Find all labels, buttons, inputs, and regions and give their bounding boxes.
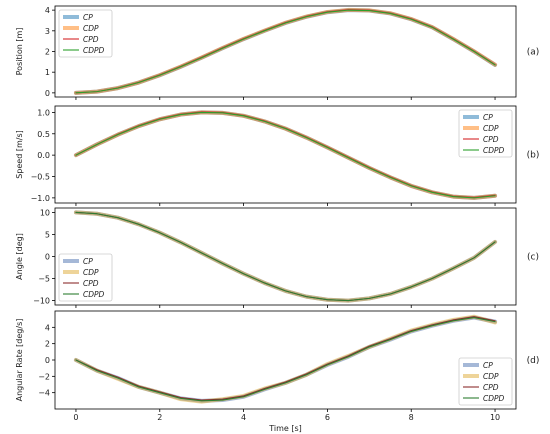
x-tick-label: 6 [325,413,330,422]
legend-label-cpd: CPD [483,135,499,144]
y-tick-label: 3 [45,27,50,36]
chart-panel-1: 0 1 2 3 4 Position [m] (a) CP CDP CPD CDPD [15,5,540,100]
y-axis-label: Angle [deg] [15,233,24,280]
y-tick-label: 2 [45,340,50,349]
legend-label-cdp: CDP [483,372,499,381]
y-tick-label: 1.0 [37,108,50,117]
series-line-cdpd [75,211,496,302]
legend: CP CDP CPD CDPD [58,253,113,302]
y-tick-label: −10 [33,297,50,306]
chart-panel-4: 0 2 4 6 8 10 −4 −2 0 2 4 Angular Rate [deg/s] Time [… [15,310,540,433]
y-tick-label: −1.0 [31,194,50,203]
y-tick-label: 0.5 [37,130,50,139]
series-line-cdpd [75,9,496,94]
y-tick-label: 0.0 [37,151,50,160]
legend-label-cp: CP [483,361,493,370]
legend-label-cdpd: CDPD [483,146,505,155]
y-tick-label: 2 [45,48,50,57]
legend-label-cdp: CDP [83,268,99,277]
legend-label-cp: CP [83,257,93,266]
x-tick-label: 10 [490,413,500,422]
series-line-cpd [75,316,496,401]
x-tick-label: 0 [73,413,78,422]
panel-tag: (b) [527,151,540,161]
legend-label-cp: CP [83,13,93,22]
y-tick-label: −2 [38,372,50,381]
x-tick-label: 4 [241,413,246,422]
series-line-cdpd [75,111,496,199]
x-tick-label: 8 [409,413,414,422]
plot-area-frame [54,105,517,204]
legend-box [458,357,513,406]
y-tick-label: −5 [38,275,50,284]
series-line-cdpd [75,316,496,402]
chart-panel-3: −10 −5 0 5 10 Angle [deg] (c) CP CDP CPD CDPD [15,207,539,308]
y-tick-label: 0 [45,356,50,365]
y-tick-label: −0.5 [31,173,50,182]
legend-label-cdpd: CDPD [83,46,105,55]
legend-label-cdp: CDP [83,24,99,33]
panel-tag: (c) [527,253,539,263]
y-axis-label: Position [m] [15,28,24,76]
legend-label-cdpd: CDPD [483,394,505,403]
y-tick-label: −4 [38,389,50,398]
x-axis-label: Time [s] [268,424,302,433]
y-tick-label: 5 [45,230,50,239]
panel-tag: (a) [527,48,540,58]
plot-area-frame [54,5,517,98]
legend-label-cpd: CPD [483,383,499,392]
legend-label-cpd: CPD [83,279,99,288]
legend: CP CDP CPD CDPD [58,9,113,58]
y-tick-label: 0 [45,253,50,262]
y-tick-label: 4 [45,6,50,15]
y-tick-label: 0 [45,89,50,98]
legend-box [58,9,113,58]
legend-box [458,109,513,158]
legend-box [58,253,113,302]
legend-label-cpd: CPD [83,35,99,44]
y-axis-label: Angular Rate [deg/s] [15,319,24,402]
y-tick-label: 1 [45,68,50,77]
legend-label-cdp: CDP [483,124,499,133]
y-axis-label: Speed [m/s] [15,130,24,179]
legend-label-cp: CP [483,113,493,122]
legend-label-cdpd: CDPD [83,290,105,299]
y-tick-label: 4 [45,323,50,332]
legend: CP CDP CPD CDPD [458,357,513,406]
y-tick-label: 10 [40,208,50,217]
legend: CP CDP CPD CDPD [458,109,513,158]
x-tick-label: 2 [157,413,162,422]
plot-area-frame [54,310,517,410]
panel-tag: (d) [527,356,540,366]
